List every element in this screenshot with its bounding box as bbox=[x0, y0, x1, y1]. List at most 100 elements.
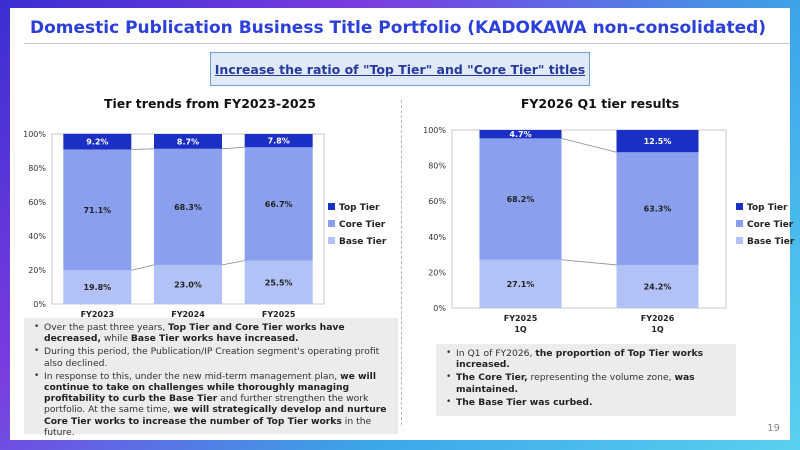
bar-core-tier bbox=[616, 152, 699, 265]
fy2026-q1-chart: 0% 20% 40% 60% 80% 100% 27.1% 68.2% 4.7% FY2025 1Q… bbox=[423, 126, 795, 334]
title-divider bbox=[24, 43, 790, 44]
data-label: 68.3% bbox=[174, 203, 202, 212]
bar-base-tier bbox=[244, 260, 313, 304]
legend-swatch bbox=[328, 203, 335, 210]
y-tick-label: 100% bbox=[423, 126, 446, 135]
bar-top-tier bbox=[244, 134, 313, 148]
page-title: Domestic Publication Business Title Port… bbox=[30, 18, 767, 38]
data-label: 25.5% bbox=[265, 278, 293, 287]
note-emphasis: the proportion of Top Tier works increas… bbox=[456, 348, 704, 371]
y-tick-label: 60% bbox=[28, 198, 46, 207]
bar-core-tier bbox=[244, 147, 313, 261]
note-emphasis: The Core Tier, bbox=[456, 372, 528, 384]
y-tick-label: 40% bbox=[28, 232, 46, 241]
legend-label: Base Tier bbox=[339, 237, 387, 247]
note-emphasis: Base Tier works have increased. bbox=[130, 333, 299, 345]
note-text: During this period, the Publication/IP C… bbox=[44, 346, 380, 369]
data-label: 68.2% bbox=[507, 195, 535, 204]
y-tick-label: 0% bbox=[433, 304, 446, 313]
note-item: Over the past three years, Top Tier and … bbox=[34, 322, 390, 344]
bar-top-tier bbox=[616, 130, 699, 153]
note-item: In Q1 of FY2026, the proportion of Top T… bbox=[446, 348, 728, 370]
tier-trends-chart: 0% 20% 40% 60% 80% 100% 19.8% 71.1% 9.2% FY2023 23… bbox=[23, 130, 387, 319]
bar-base-tier bbox=[63, 270, 132, 304]
y-tick-label: 20% bbox=[28, 266, 46, 275]
bar-core-tier bbox=[479, 138, 562, 260]
y-tick-label: 80% bbox=[28, 164, 46, 173]
legend-swatch bbox=[736, 220, 743, 227]
series-connector bbox=[221, 260, 245, 266]
note-item: In response to this, under the new mid-t… bbox=[34, 371, 390, 438]
series-connector bbox=[131, 148, 155, 150]
section-divider bbox=[401, 100, 402, 425]
data-label: 27.1% bbox=[507, 280, 535, 289]
series-connector bbox=[561, 259, 617, 266]
note-item: During this period, the Publication/IP C… bbox=[34, 346, 390, 368]
data-label: 66.7% bbox=[265, 200, 293, 209]
note-text: In Q1 of FY2026, bbox=[456, 348, 536, 359]
data-label: 63.3% bbox=[644, 205, 672, 214]
chart-title-left: Tier trends from FY2023-2025 bbox=[104, 96, 316, 111]
legend-swatch bbox=[736, 203, 743, 210]
bar-core-tier bbox=[63, 149, 132, 271]
x-tick-label: FY2023 bbox=[81, 310, 115, 319]
notes-left: Over the past three years, Top Tier and … bbox=[24, 318, 398, 438]
note-emphasis: Top Tier and Core Tier works have decrea… bbox=[44, 322, 345, 345]
bar-top-tier bbox=[479, 130, 562, 139]
legend-label: Base Tier bbox=[747, 237, 795, 247]
notes-left-list: Over the past three years, Top Tier and … bbox=[34, 322, 390, 438]
data-label: 4.7% bbox=[509, 130, 531, 139]
data-label: 9.2% bbox=[86, 138, 108, 147]
bar-top-tier bbox=[63, 133, 132, 150]
legend-swatch bbox=[736, 237, 743, 244]
data-label: 71.1% bbox=[83, 206, 111, 215]
x-tick-label: FY2026 bbox=[641, 314, 675, 323]
y-tick-label: 60% bbox=[428, 197, 446, 206]
note-emphasis: was maintained. bbox=[456, 372, 695, 395]
bar-top-tier bbox=[154, 134, 222, 149]
y-tick-label: 80% bbox=[428, 162, 446, 171]
note-text: representing the volume zone, bbox=[527, 372, 675, 384]
note-text: in the future. bbox=[44, 415, 372, 438]
notes-right: In Q1 of FY2026, the proportion of Top T… bbox=[436, 344, 736, 416]
note-item: The Base Tier was curbed. bbox=[446, 397, 728, 408]
x-tick-label: FY2025 bbox=[262, 310, 296, 319]
note-text: and further strengthen the work portfoli… bbox=[44, 393, 369, 416]
slide: Domestic Publication Business Title Port… bbox=[10, 8, 795, 440]
y-tick-label: 0% bbox=[33, 300, 46, 309]
data-label: 8.7% bbox=[177, 137, 199, 146]
legend-label: Top Tier bbox=[747, 203, 788, 213]
legend-label: Core Tier bbox=[747, 220, 794, 230]
bar-base-tier bbox=[479, 259, 562, 308]
page-number: 19 bbox=[767, 423, 780, 434]
note-text: while bbox=[100, 333, 131, 345]
data-label: 12.5% bbox=[644, 137, 672, 146]
x-tick-label: 1Q bbox=[651, 325, 664, 334]
legend-label: Top Tier bbox=[339, 203, 380, 213]
x-tick-label: FY2024 bbox=[171, 310, 205, 319]
data-label: 24.2% bbox=[644, 282, 672, 291]
chart-title-right: FY2026 Q1 tier results bbox=[520, 96, 680, 111]
y-tick-label: 40% bbox=[428, 233, 446, 242]
key-message-banner: Increase the ratio of "Top Tier" and "Co… bbox=[210, 52, 590, 86]
note-text: Over the past three years, bbox=[44, 322, 169, 333]
legend-swatch bbox=[328, 237, 335, 244]
series-connector bbox=[221, 146, 245, 150]
data-label: 23.0% bbox=[174, 280, 202, 289]
x-tick-label: 1Q bbox=[514, 325, 527, 334]
series-connector bbox=[561, 137, 617, 153]
y-tick-label: 100% bbox=[23, 130, 46, 139]
note-emphasis: we will continue to take on challenges w… bbox=[44, 370, 376, 405]
note-emphasis: The Base Tier was curbed. bbox=[456, 396, 593, 408]
data-label: 7.8% bbox=[268, 137, 290, 146]
note-item: The Core Tier, representing the volume z… bbox=[446, 372, 728, 394]
x-tick-label: FY2025 bbox=[504, 314, 538, 323]
bar-base-tier bbox=[154, 264, 222, 304]
legend-label: Core Tier bbox=[339, 220, 386, 230]
key-message-text: Increase the ratio of "Top Tier" and "Co… bbox=[214, 61, 586, 77]
note-text: In response to this, under the new mid-t… bbox=[44, 370, 341, 382]
series-connector bbox=[131, 264, 155, 271]
note-emphasis: we will strategically develop and nurtur… bbox=[44, 404, 387, 427]
notes-right-list: In Q1 of FY2026, the proportion of Top T… bbox=[446, 348, 728, 408]
legend-swatch bbox=[328, 220, 335, 227]
